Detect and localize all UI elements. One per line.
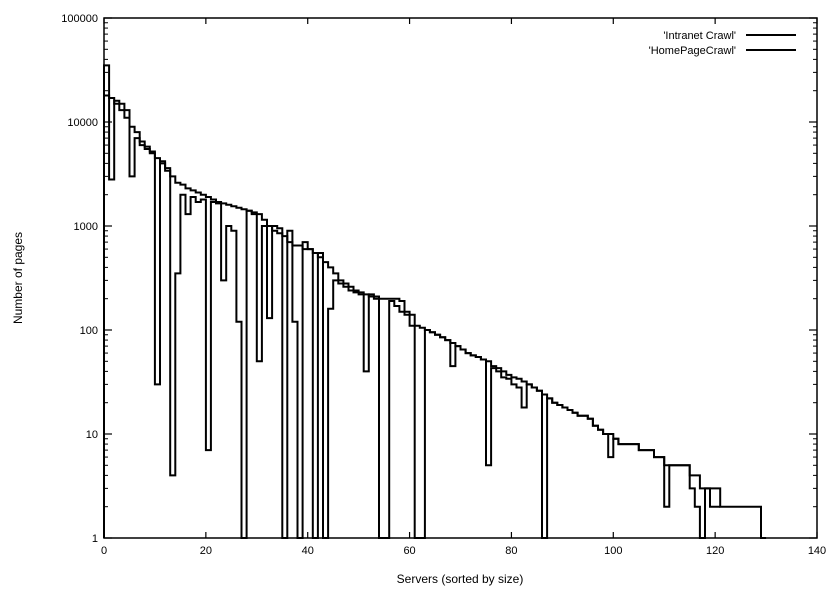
- legend-label: 'Intranet Crawl': [663, 30, 736, 42]
- y-tick-label: 10: [86, 429, 98, 441]
- legend: 'Intranet Crawl' 'HomePageCrawl': [649, 30, 796, 57]
- y-tick-label: 100000: [61, 13, 98, 25]
- x-tick-label: 40: [302, 545, 314, 557]
- x-tick-label: 20: [200, 545, 212, 557]
- y-tick-label: 1000: [74, 221, 98, 233]
- y-axis: 1 10 100 1000 10000 100000: [61, 13, 817, 545]
- series-layer: [103, 64, 767, 539]
- x-tick-label: 140: [808, 545, 826, 557]
- y-tick-label: 100: [80, 325, 98, 337]
- y-tick-label: 1: [92, 533, 98, 545]
- x-tick-label: 100: [604, 545, 622, 557]
- x-tick-label: 60: [403, 545, 415, 557]
- y-axis-title: Number of pages: [11, 232, 25, 324]
- series-line-homepage-crawl: [103, 64, 721, 539]
- x-tick-label: 120: [706, 545, 724, 557]
- x-axis: 0 20 40 60 80 100 120 140: [101, 18, 826, 557]
- x-tick-label: 0: [101, 545, 107, 557]
- y-tick-label: 10000: [67, 117, 98, 129]
- plot-frame: [103, 17, 818, 539]
- x-tick-label: 80: [505, 545, 517, 557]
- series-line-intranet-crawl: [103, 94, 767, 539]
- legend-label: 'HomePageCrawl': [649, 45, 736, 57]
- x-axis-title: Servers (sorted by size): [397, 572, 524, 586]
